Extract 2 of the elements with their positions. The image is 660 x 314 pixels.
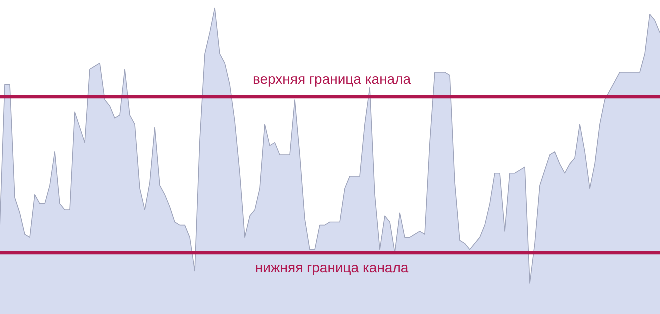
ref-line-label: нижняя граница канала bbox=[255, 260, 409, 276]
ref-line-label: верхняя граница канала bbox=[252, 70, 412, 87]
